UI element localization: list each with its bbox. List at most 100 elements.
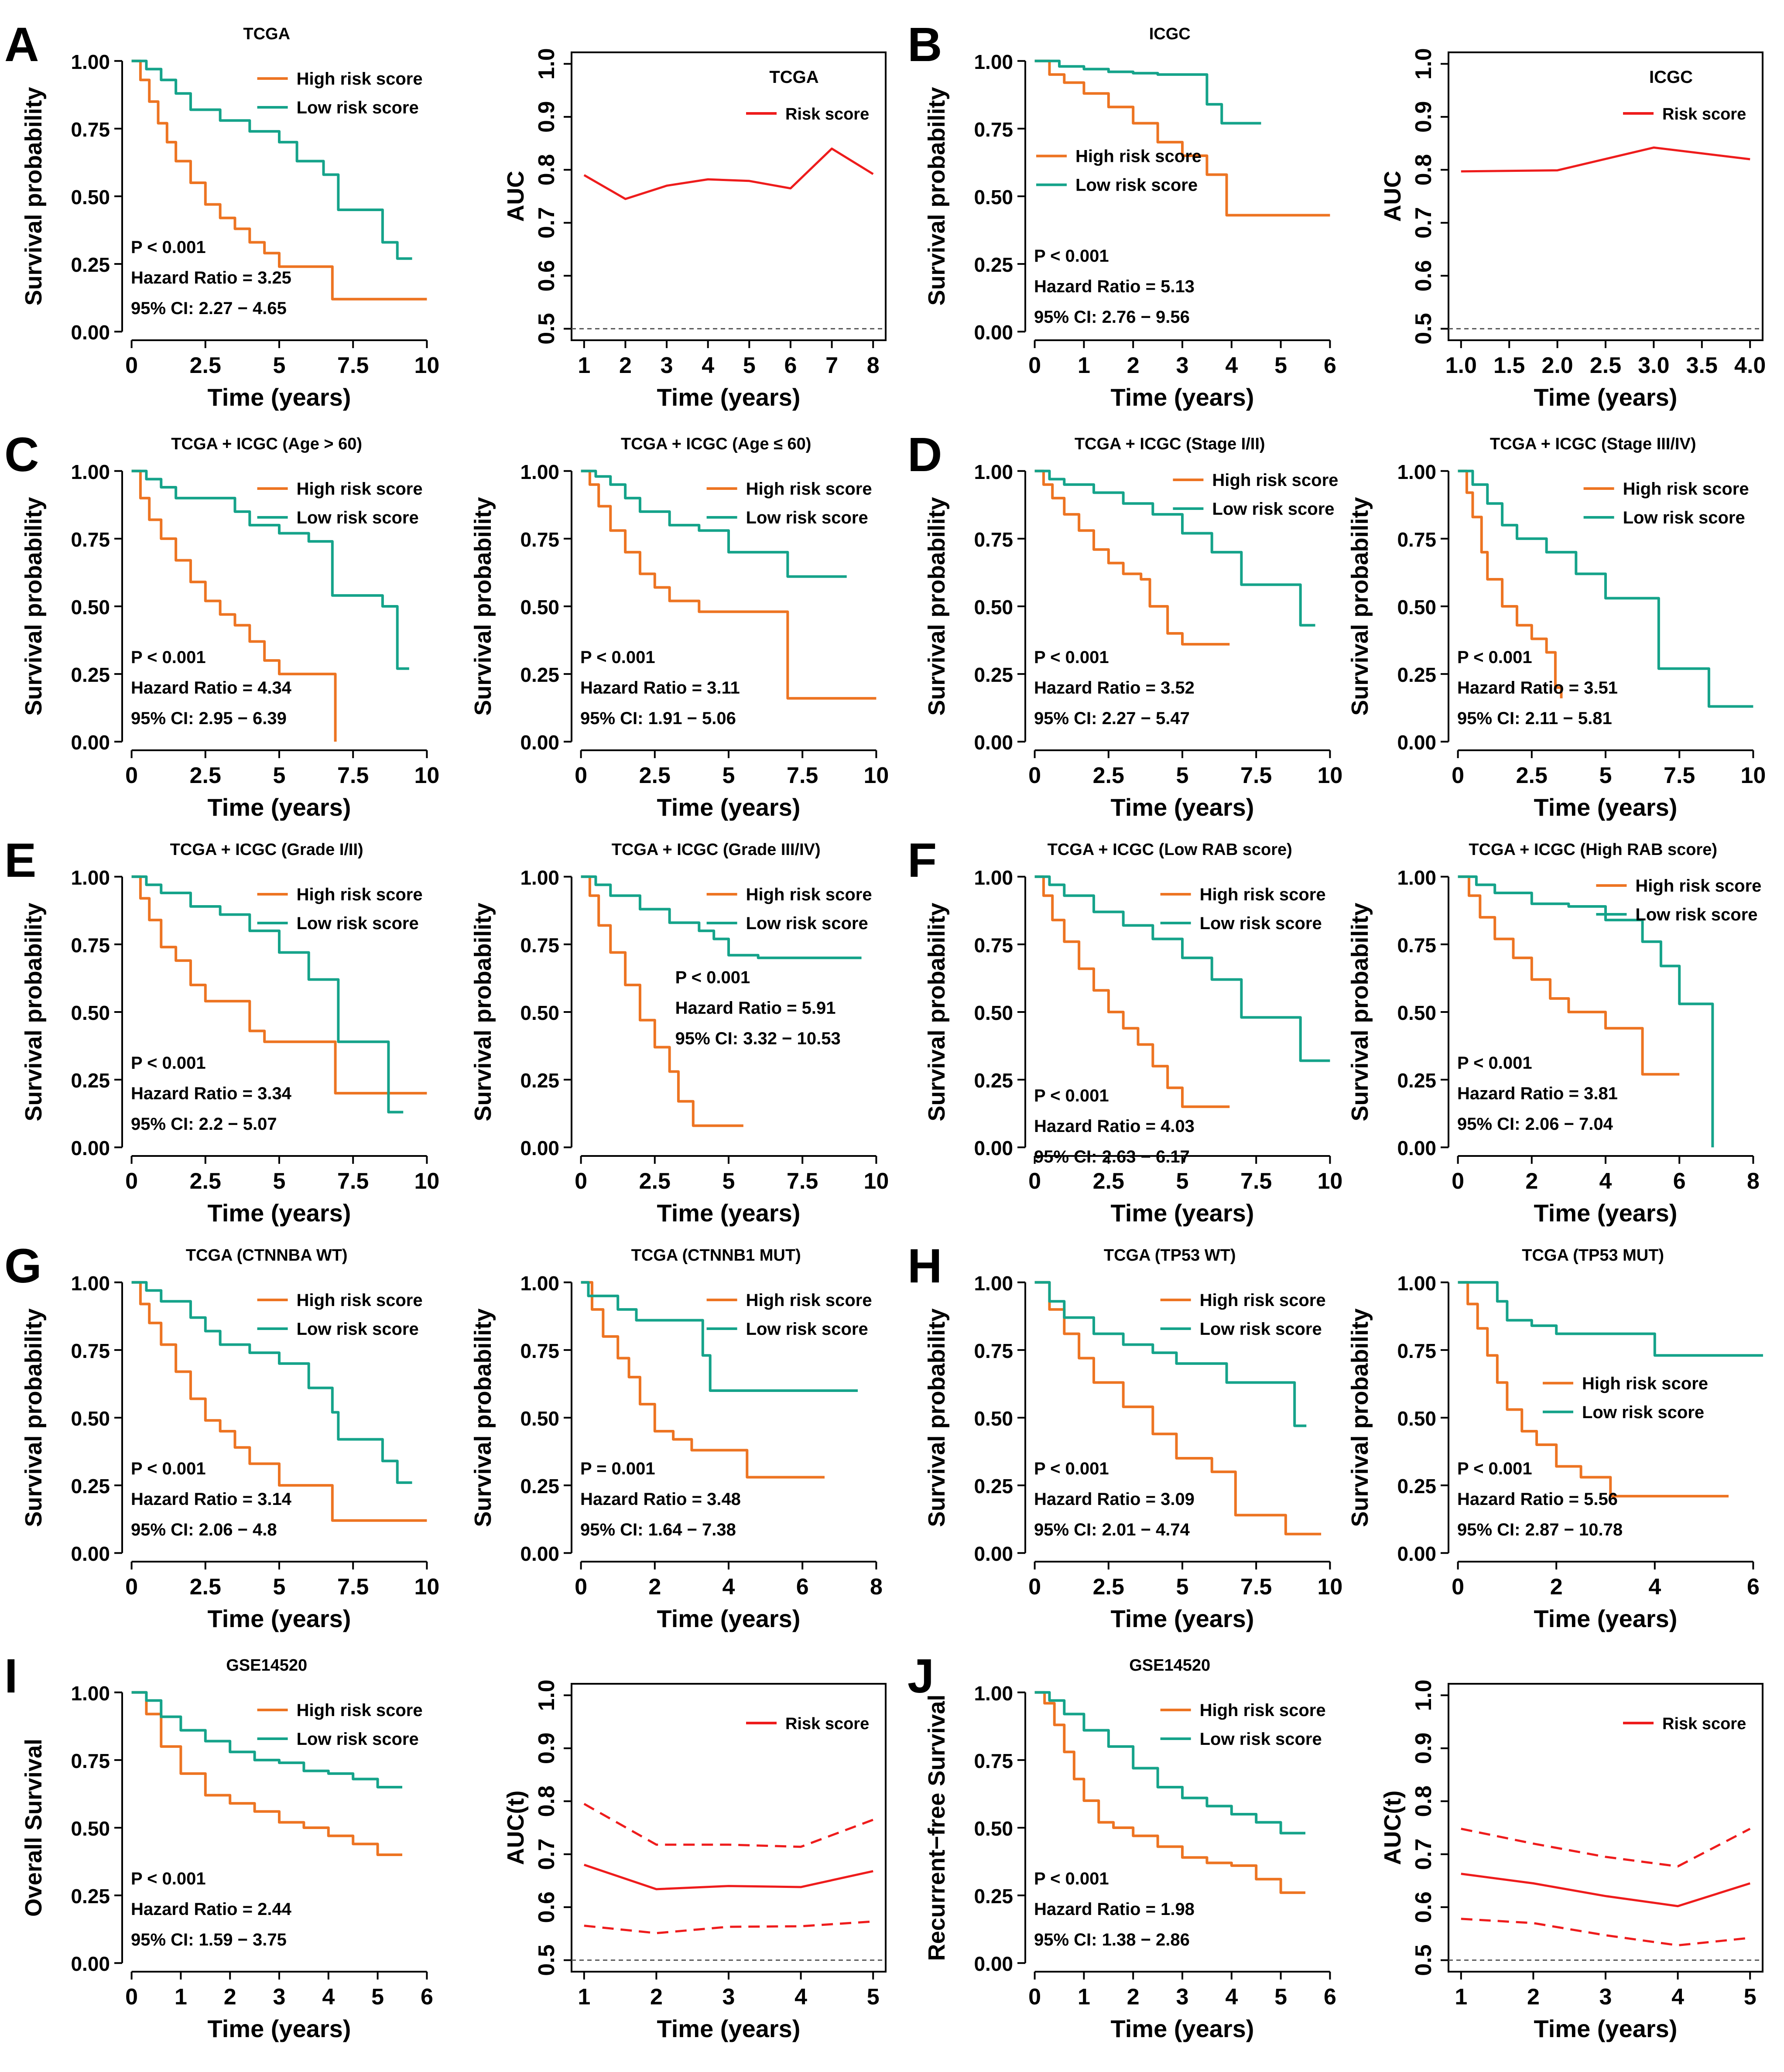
x-axis-label: Time (years): [657, 793, 801, 821]
legend-label: High risk score: [746, 885, 872, 904]
y-tick-label: 0.9: [1411, 1733, 1436, 1764]
x-tick-label: 2: [1525, 1169, 1538, 1194]
x-tick-label: 6: [421, 1984, 433, 2010]
series-line-0: [131, 469, 337, 742]
y-tick-label: 1.00: [974, 866, 1013, 889]
y-tick-label: 0.50: [71, 1407, 110, 1430]
stats-text-1: Hazard Ratio = 5.56: [1457, 1490, 1618, 1509]
x-axis-label: Time (years): [1111, 2015, 1254, 2042]
panel-letter: J: [907, 1649, 934, 1703]
legend-label: High risk score: [1582, 1374, 1708, 1393]
panel-H1: H 0 2.5 5 7.5 10 0.00 0.25 0.50 0.75 1.00 Time (yea…: [907, 1239, 1342, 1632]
x-tick-label: 6: [796, 1574, 809, 1600]
y-tick-label: 1.0: [534, 1679, 559, 1711]
x-tick-label: 10: [863, 763, 889, 788]
legend-label: High risk score: [1623, 479, 1749, 499]
stats-text-2: 95% CI: 2.87 − 10.78: [1457, 1520, 1623, 1539]
legend-label: Low risk score: [1200, 1320, 1322, 1339]
panel-D1: D 0 2.5 5 7.5 10 0.00 0.25 0.50 0.75 1.00 Time (yea…: [907, 428, 1342, 821]
stats-text-2: 95% CI: 2.27 − 4.65: [131, 299, 287, 318]
x-axis-label: Time (years): [208, 1605, 351, 1632]
y-tick-label: 0.8: [1411, 1785, 1436, 1817]
y-axis-label: Survival probability: [21, 497, 47, 715]
x-tick-label: 10: [414, 1169, 439, 1194]
series-line-1: [1458, 469, 1753, 708]
x-tick-label: 10: [1317, 763, 1342, 788]
x-tick-label: 0: [1028, 763, 1041, 788]
panel-C1: C 0 2.5 5 7.5 10 0.00 0.25 0.50 0.75 1.00 Time (yea…: [4, 428, 439, 821]
legend-label: Low risk score: [1200, 914, 1322, 933]
plot-frame: [571, 51, 887, 341]
y-tick-label: 0.25: [974, 1885, 1013, 1908]
x-tick-label: 4: [1225, 353, 1238, 378]
x-tick-label: 4: [723, 1574, 735, 1600]
y-tick-label: 0.5: [1411, 313, 1436, 344]
panel-G2: 0 2 4 6 8 0.00 0.25 0.50 0.75 1.00 Time (years) Sur…: [470, 1246, 883, 1632]
y-tick-label: 0.75: [1397, 1340, 1436, 1362]
legend-label: Low risk score: [1200, 1730, 1322, 1749]
y-tick-label: 0.7: [534, 207, 559, 239]
y-tick-label: 0.50: [71, 1002, 110, 1024]
y-tick-label: 0.50: [1397, 596, 1436, 619]
series-line-1: [1034, 875, 1330, 1062]
x-tick-label: 2: [1127, 353, 1140, 378]
x-axis-label: Time (years): [1534, 2015, 1678, 2042]
y-tick-label: 0.50: [71, 596, 110, 619]
chart-title: GSE14520: [1129, 1656, 1210, 1675]
x-tick-label: 4: [1648, 1574, 1661, 1600]
x-tick-label: 4: [1225, 1984, 1238, 2010]
y-tick-label: 0.50: [520, 1002, 559, 1024]
x-tick-label: 0: [1452, 763, 1464, 788]
series-line-0: [1458, 875, 1680, 1076]
x-tick-label: 7.5: [337, 1169, 369, 1194]
y-axis-label: Survival probability: [1347, 1308, 1373, 1527]
y-tick-label: 0.75: [974, 934, 1013, 957]
y-tick-label: 0.6: [534, 260, 559, 291]
x-tick-label: 3: [723, 1984, 735, 2010]
ci-band-line: [1461, 1827, 1751, 1868]
y-tick-label: 0.7: [534, 1839, 559, 1870]
legend-label: Risk score: [1662, 1715, 1746, 1733]
y-tick-label: 0.25: [520, 663, 559, 686]
chart-title: TCGA + ICGC (Age > 60): [171, 435, 362, 453]
y-tick-label: 0.00: [974, 1952, 1013, 1975]
chart-title: ICGC: [1149, 25, 1191, 43]
legend-label: Risk score: [785, 105, 869, 123]
y-tick-label: 0.5: [534, 313, 559, 344]
y-tick-label: 0.00: [974, 321, 1013, 344]
panel-letter: F: [907, 834, 937, 887]
stats-text-2: 95% CI: 2.01 − 4.74: [1034, 1520, 1190, 1539]
panel-H2: 0 2 4 6 0.00 0.25 0.50 0.75 1.00 Time (years) Surv…: [1347, 1246, 1763, 1632]
x-tick-label: 3: [661, 353, 673, 378]
series-line-0: [1034, 59, 1330, 217]
panel-letter: A: [4, 18, 39, 72]
x-tick-label: 10: [414, 763, 439, 788]
y-tick-label: 0.9: [1411, 101, 1436, 133]
stats-text-1: Hazard Ratio = 3.51: [1457, 678, 1618, 698]
x-tick-label: 2.5: [190, 763, 221, 788]
legend-label: High risk score: [297, 885, 423, 904]
legend-label: High risk score: [746, 479, 872, 499]
x-tick-label: 2: [224, 1984, 236, 2010]
y-tick-label: 1.00: [974, 461, 1013, 483]
y-tick-label: 0.00: [71, 1542, 110, 1565]
x-tick-label: 0: [125, 1574, 138, 1600]
x-tick-label: 3.0: [1638, 353, 1669, 378]
y-tick-label: 0.9: [534, 1733, 559, 1764]
y-tick-label: 0.50: [71, 1817, 110, 1840]
stats-text-2: 95% CI: 2.06 − 7.04: [1457, 1115, 1613, 1134]
stats-text-0: P < 0.001: [131, 238, 206, 257]
x-tick-label: 0: [125, 763, 138, 788]
y-axis-label: Survival probability: [21, 87, 47, 305]
series-line-1: [1034, 1691, 1305, 1835]
y-axis-label: AUC: [1380, 171, 1406, 222]
x-tick-label: 2.5: [190, 1574, 221, 1600]
y-tick-label: 0.50: [974, 1817, 1013, 1840]
y-tick-label: 0.75: [71, 1340, 110, 1362]
x-tick-label: 5: [1274, 353, 1287, 378]
legend-label: High risk score: [1075, 147, 1202, 166]
x-tick-label: 6: [1324, 1984, 1336, 2010]
series-line-0: [581, 875, 743, 1127]
chart-title: ICGC: [1649, 68, 1693, 87]
